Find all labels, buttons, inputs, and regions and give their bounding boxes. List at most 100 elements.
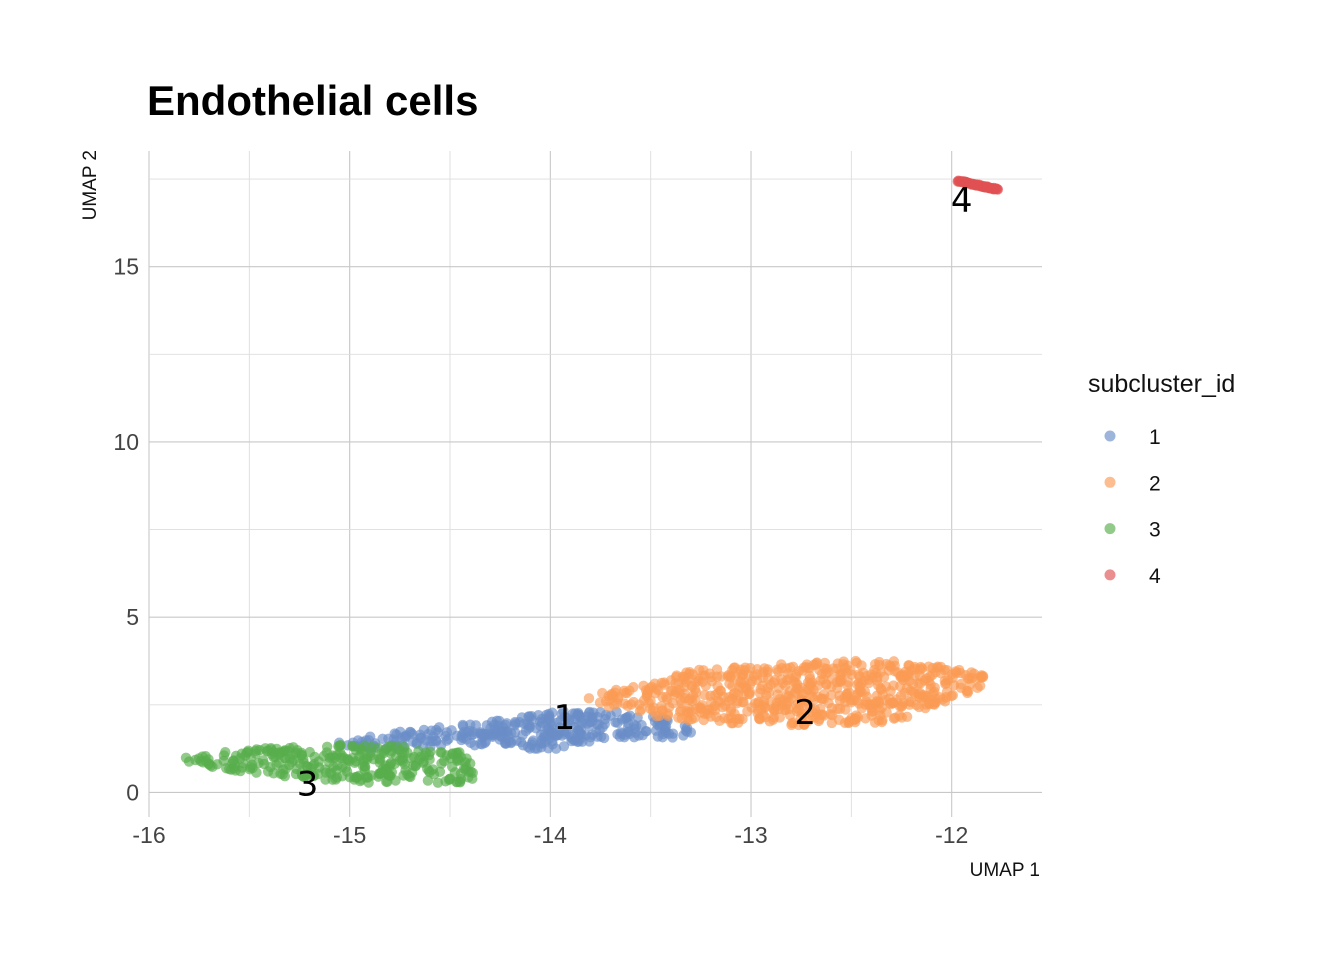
data-point [714, 715, 725, 727]
data-point [835, 669, 846, 680]
data-point [697, 676, 708, 688]
data-point [509, 727, 521, 738]
chart-title: Endothelial cells [147, 77, 478, 124]
data-point [731, 698, 743, 709]
data-point [816, 693, 827, 704]
data-point [366, 741, 377, 753]
data-point [790, 671, 801, 683]
data-point [821, 679, 832, 690]
data-point [183, 756, 195, 767]
data-point [411, 737, 422, 748]
data-point [885, 685, 896, 697]
data-point [947, 672, 958, 683]
data-point [621, 688, 632, 699]
data-point [842, 688, 853, 699]
data-point [731, 713, 743, 725]
data-point [650, 725, 662, 736]
y-tick-label: 0 [126, 779, 139, 805]
data-point [555, 715, 566, 726]
data-point [597, 687, 608, 699]
data-point [626, 699, 637, 710]
x-tick-label: -16 [132, 822, 165, 848]
data-point [962, 673, 974, 684]
data-point [394, 726, 406, 737]
data-point [838, 656, 849, 667]
data-point [573, 736, 585, 747]
data-point [810, 712, 821, 723]
y-axis-title: UMAP 2 [80, 150, 101, 220]
data-point [659, 679, 670, 690]
data-point [711, 671, 723, 682]
series-2-points [583, 655, 989, 731]
data-point [826, 702, 838, 714]
data-point [636, 703, 647, 715]
data-point [927, 662, 938, 674]
data-point [570, 708, 581, 719]
data-point [299, 770, 311, 781]
data-point [675, 694, 686, 706]
data-point [698, 665, 709, 676]
data-point [592, 719, 603, 730]
data-point [241, 747, 252, 759]
data-point [485, 722, 496, 734]
data-point [905, 696, 916, 708]
data-point [547, 727, 559, 738]
legend-key-2 [1104, 476, 1116, 488]
data-point [907, 678, 919, 690]
data-point [265, 744, 277, 755]
data-point [417, 757, 429, 769]
data-point [854, 685, 866, 697]
data-point [630, 721, 642, 732]
data-point [977, 671, 989, 683]
data-point [709, 690, 721, 701]
data-point [296, 747, 307, 759]
data-point [858, 667, 869, 678]
data-point [850, 716, 861, 728]
data-point [307, 770, 319, 782]
data-point [425, 746, 436, 758]
data-point [820, 668, 832, 680]
data-point [318, 750, 330, 762]
data-point [649, 678, 660, 689]
cluster-label-4: 4 [951, 181, 973, 221]
data-point [385, 748, 396, 759]
data-point [767, 714, 779, 726]
data-point [268, 768, 279, 779]
data-point [866, 706, 878, 717]
grid [148, 151, 1042, 817]
data-point [804, 673, 816, 685]
data-point [895, 672, 906, 683]
x-tick-label: -13 [734, 822, 767, 848]
data-point [526, 710, 537, 722]
data-point [565, 732, 577, 743]
data-point [280, 753, 291, 764]
data-point [739, 677, 750, 689]
cluster-label-2: 2 [794, 693, 816, 733]
data-point [880, 694, 891, 706]
data-point [543, 714, 554, 725]
y-tick-label: 15 [113, 254, 139, 280]
data-point [329, 752, 341, 763]
data-point [924, 698, 936, 710]
legend-label-3: 3 [1149, 519, 1161, 542]
data-point [681, 722, 693, 734]
data-point [832, 682, 843, 694]
data-point [728, 662, 740, 674]
data-point [874, 656, 885, 668]
data-point [992, 184, 1004, 195]
data-point [798, 718, 810, 729]
y-tick-label: 5 [126, 604, 139, 630]
data-point [796, 695, 807, 706]
data-point [735, 669, 747, 680]
data-point [909, 663, 921, 675]
data-point [457, 720, 469, 732]
data-point [894, 710, 905, 721]
data-point [294, 758, 306, 769]
data-point [246, 759, 258, 771]
legend: subcluster_id 1 2 3 4 [1088, 370, 1235, 588]
data-point [793, 704, 804, 715]
data-point [454, 776, 466, 787]
cluster-label-1: 1 [554, 698, 576, 738]
data-point [366, 770, 377, 781]
data-point [896, 700, 908, 711]
